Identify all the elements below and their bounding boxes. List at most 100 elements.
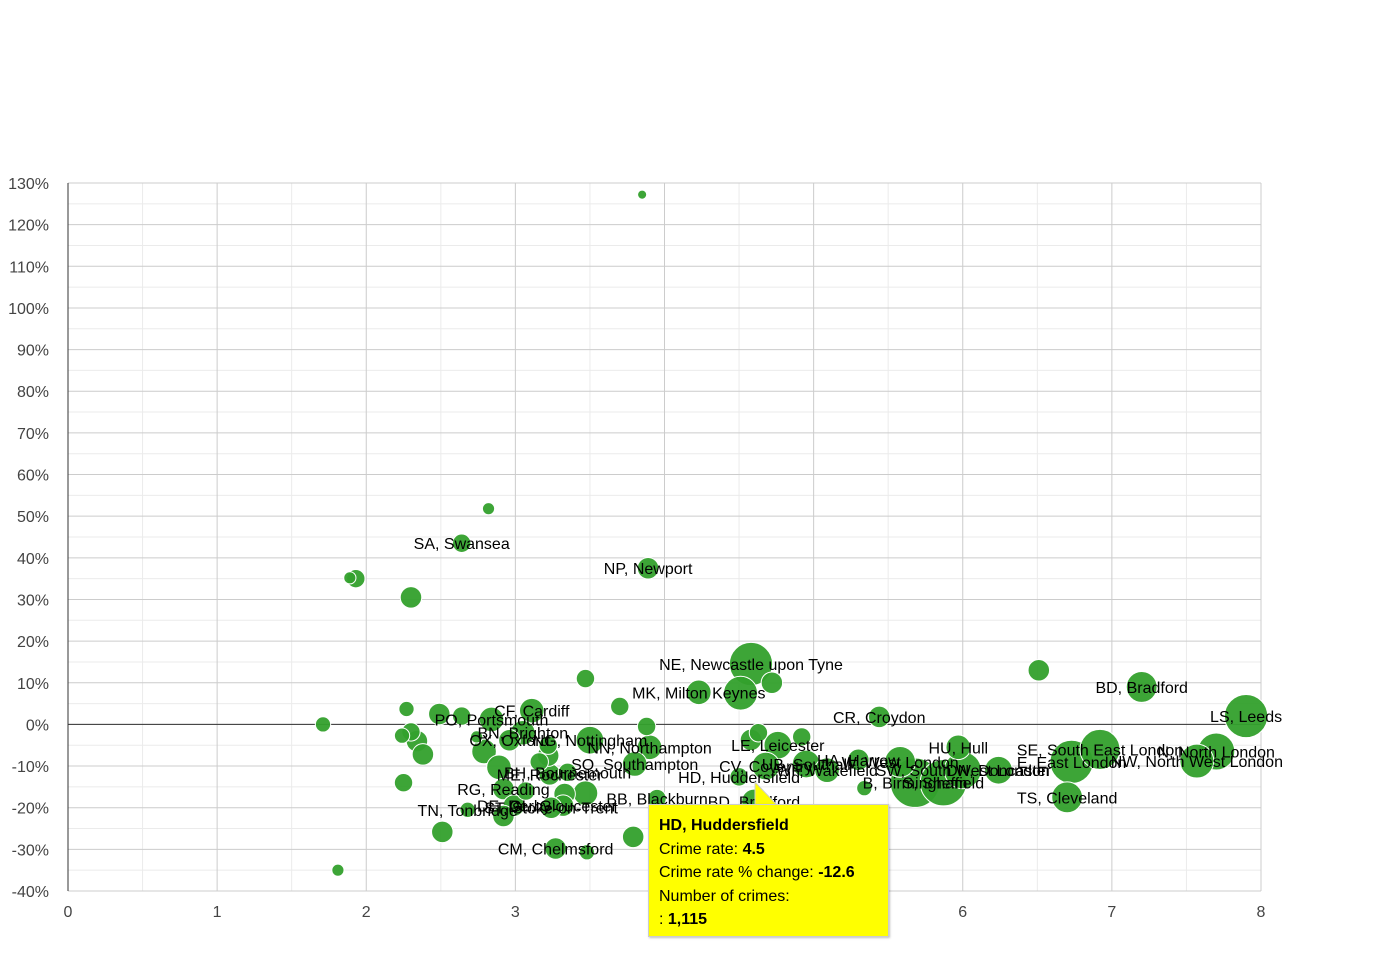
- point-label: DN, Doncaster: [946, 763, 1052, 780]
- data-point[interactable]: [516, 781, 536, 801]
- point-label: HD, Huddersfield: [678, 770, 800, 787]
- data-point[interactable]: [399, 586, 423, 609]
- y-tick-label: 30%: [17, 592, 49, 609]
- data-point[interactable]: [393, 727, 411, 744]
- data-point[interactable]: [1125, 671, 1158, 703]
- point-label: WF, Wakefield: [776, 763, 878, 780]
- point-label: ST, Stoke-on-Trent: [484, 801, 618, 818]
- tooltip-count-value: 1,115: [667, 911, 708, 928]
- data-point[interactable]: [621, 825, 645, 849]
- y-tick-label: 100%: [8, 301, 49, 318]
- point-label: HU, Hull: [928, 740, 988, 757]
- points-layer: [314, 189, 1269, 877]
- x-tick-label: 7: [1107, 904, 1116, 921]
- x-tick-label: 8: [1257, 904, 1266, 921]
- data-point[interactable]: [1223, 693, 1269, 739]
- data-point[interactable]: [411, 743, 435, 766]
- data-point[interactable]: [814, 757, 840, 784]
- data-point[interactable]: [539, 796, 563, 819]
- data-point[interactable]: [636, 716, 657, 737]
- data-point[interactable]: [451, 706, 472, 726]
- point-label: B, Birmingham: [863, 776, 968, 793]
- data-point[interactable]: [856, 779, 873, 797]
- data-point[interactable]: [471, 738, 497, 765]
- point-label: N, North London: [1158, 744, 1275, 761]
- data-point[interactable]: [557, 762, 578, 783]
- tooltip-rate-row: Crime rate: 4.5: [659, 838, 878, 862]
- data-point[interactable]: [884, 745, 917, 778]
- data-point[interactable]: [1079, 728, 1121, 770]
- data-point[interactable]: [760, 671, 784, 695]
- data-point[interactable]: [518, 697, 545, 724]
- data-point[interactable]: [791, 727, 812, 747]
- point-label: BN, Brighton: [477, 726, 568, 743]
- y-tick-label: 80%: [17, 384, 49, 401]
- y-tick-label: 20%: [17, 634, 49, 651]
- data-point[interactable]: [867, 705, 891, 729]
- data-point[interactable]: [498, 728, 521, 752]
- data-point[interactable]: [575, 725, 605, 755]
- point-label: E, East London: [1017, 755, 1126, 772]
- data-point[interactable]: [393, 773, 414, 793]
- point-label: MK, Milton Keynes: [632, 685, 765, 702]
- y-tick-label: -10%: [12, 759, 49, 776]
- data-point[interactable]: [331, 863, 345, 877]
- tooltip-rate-value: 4.5: [742, 840, 765, 858]
- data-point[interactable]: [685, 679, 712, 706]
- data-point[interactable]: [529, 752, 549, 772]
- data-point[interactable]: [398, 700, 415, 718]
- data-point[interactable]: [544, 837, 567, 860]
- point-label: SA, Swansea: [414, 536, 510, 553]
- y-tick-label: -30%: [12, 842, 49, 859]
- data-point[interactable]: [1179, 743, 1215, 779]
- data-point[interactable]: [723, 675, 759, 711]
- y-tick-label: 50%: [17, 509, 49, 526]
- data-point[interactable]: [748, 723, 769, 743]
- data-point[interactable]: [538, 735, 558, 755]
- tooltip-count-prefix: :: [659, 911, 668, 928]
- data-point[interactable]: [428, 702, 451, 726]
- point-label: LS, Leeds: [1210, 709, 1282, 726]
- data-point[interactable]: [575, 668, 596, 689]
- data-point[interactable]: [984, 755, 1013, 785]
- data-point[interactable]: [1051, 781, 1084, 814]
- data-point[interactable]: [343, 571, 357, 585]
- data-point[interactable]: [637, 189, 648, 200]
- point-label: NW, North West London: [1111, 754, 1283, 771]
- point-label: TN, Tonbridge: [418, 803, 518, 820]
- data-point[interactable]: [729, 767, 749, 787]
- data-point[interactable]: [847, 748, 870, 772]
- axes: 130%120%110%100%90%80%70%60%50%40%30%20%…: [8, 176, 1265, 921]
- x-tick-label: 6: [958, 904, 967, 921]
- data-point[interactable]: [1027, 659, 1051, 682]
- point-label: BD, Bradford: [1095, 680, 1187, 697]
- data-point[interactable]: [431, 820, 454, 844]
- data-point[interactable]: [459, 801, 476, 818]
- tooltip-title: HD, Huddersfield: [659, 817, 789, 834]
- point-label: TS, Cleveland: [1017, 790, 1118, 807]
- point-label: DE, Derby: [477, 799, 551, 816]
- data-point[interactable]: [621, 751, 648, 777]
- point-label: UB, Southall: [762, 757, 851, 774]
- data-point[interactable]: [610, 696, 630, 717]
- y-tick-label: -20%: [12, 801, 49, 818]
- data-point[interactable]: [636, 556, 660, 580]
- tooltip: HD, Huddersfield Crime rate: 4.5 Crime r…: [648, 804, 889, 937]
- tooltip-count-row: : 1,115: [659, 908, 878, 932]
- data-point[interactable]: [470, 730, 484, 744]
- data-point[interactable]: [492, 804, 515, 828]
- data-point[interactable]: [451, 533, 472, 553]
- point-label: S, Sheffield: [903, 776, 985, 793]
- data-point[interactable]: [492, 777, 515, 801]
- point-label: SW, South West London: [876, 763, 1050, 780]
- data-point[interactable]: [578, 844, 596, 861]
- data-point[interactable]: [481, 502, 496, 516]
- data-point[interactable]: [478, 706, 505, 733]
- data-point[interactable]: [945, 734, 972, 761]
- point-label: PO, Portsmouth: [435, 712, 549, 729]
- point-label: W, West London: [842, 755, 959, 772]
- data-point[interactable]: [314, 716, 332, 733]
- point-label: OX, Oxford: [469, 733, 549, 750]
- x-tick-label: 0: [64, 904, 73, 921]
- data-point[interactable]: [751, 751, 781, 781]
